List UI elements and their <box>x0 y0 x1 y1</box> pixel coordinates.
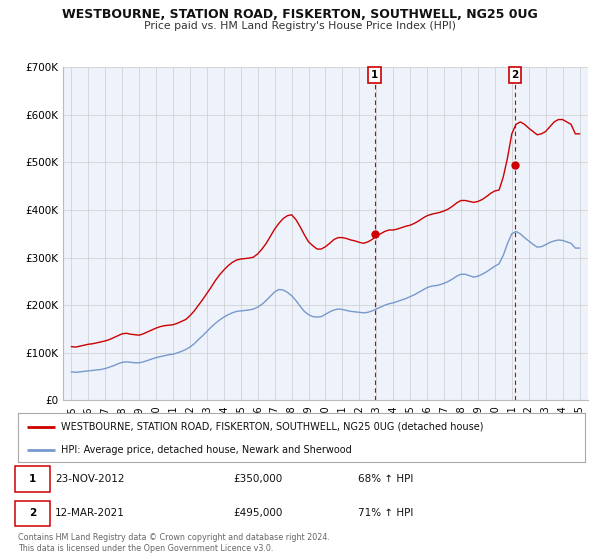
FancyBboxPatch shape <box>15 501 50 526</box>
Text: Contains HM Land Registry data © Crown copyright and database right 2024.
This d: Contains HM Land Registry data © Crown c… <box>18 533 330 553</box>
Text: £495,000: £495,000 <box>233 508 283 519</box>
Text: WESTBOURNE, STATION ROAD, FISKERTON, SOUTHWELL, NG25 0UG: WESTBOURNE, STATION ROAD, FISKERTON, SOU… <box>62 8 538 21</box>
Text: 23-NOV-2012: 23-NOV-2012 <box>55 474 124 484</box>
Text: 2: 2 <box>512 70 519 80</box>
Text: 2: 2 <box>29 508 37 519</box>
Text: 71% ↑ HPI: 71% ↑ HPI <box>358 508 413 519</box>
Text: HPI: Average price, detached house, Newark and Sherwood: HPI: Average price, detached house, Newa… <box>61 445 351 455</box>
Text: 68% ↑ HPI: 68% ↑ HPI <box>358 474 413 484</box>
Text: £350,000: £350,000 <box>233 474 283 484</box>
Text: 12-MAR-2021: 12-MAR-2021 <box>55 508 125 519</box>
Text: 1: 1 <box>371 70 378 80</box>
FancyBboxPatch shape <box>15 466 50 492</box>
Text: Price paid vs. HM Land Registry's House Price Index (HPI): Price paid vs. HM Land Registry's House … <box>144 21 456 31</box>
Text: WESTBOURNE, STATION ROAD, FISKERTON, SOUTHWELL, NG25 0UG (detached house): WESTBOURNE, STATION ROAD, FISKERTON, SOU… <box>61 422 483 432</box>
Text: 1: 1 <box>29 474 37 484</box>
